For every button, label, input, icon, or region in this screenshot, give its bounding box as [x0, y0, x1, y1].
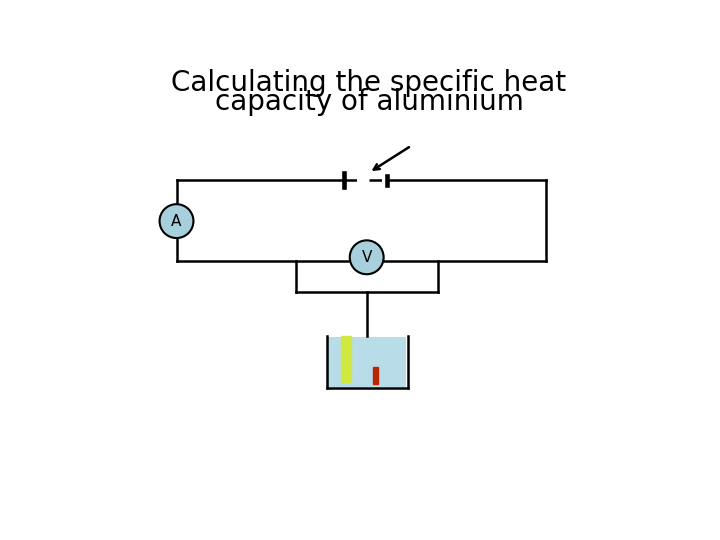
Text: V: V [361, 250, 372, 265]
Text: Calculating the specific heat: Calculating the specific heat [171, 69, 567, 97]
Circle shape [160, 204, 194, 238]
Text: capacity of aluminium: capacity of aluminium [215, 88, 523, 116]
Circle shape [350, 240, 384, 274]
Text: A: A [171, 214, 181, 228]
Bar [373, 367, 378, 384]
Bar [328, 338, 406, 387]
Bar [341, 336, 351, 382]
